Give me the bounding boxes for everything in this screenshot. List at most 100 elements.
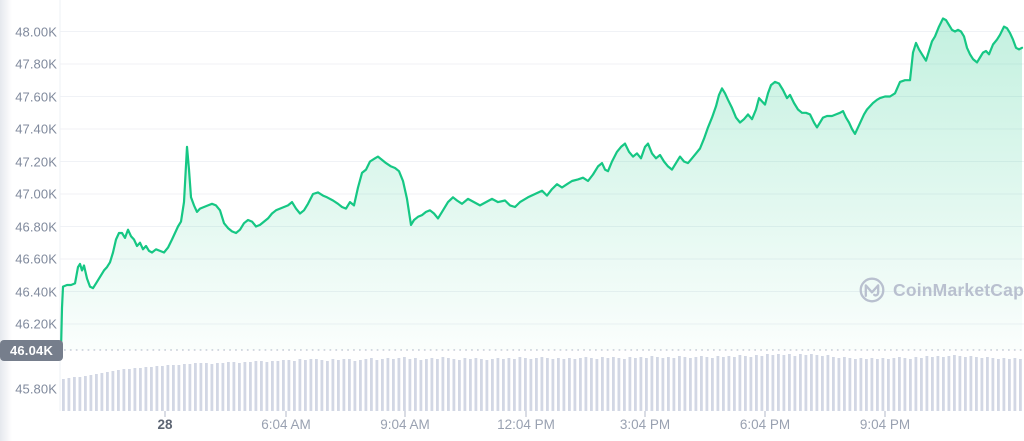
volume-bar: [700, 356, 703, 411]
volume-bar: [804, 355, 808, 411]
y-axis-label: 47.60K: [15, 89, 57, 104]
volume-bar: [645, 358, 648, 411]
volume-bar: [199, 363, 203, 411]
volume-bar: [997, 359, 1000, 411]
volume-bar: [441, 357, 445, 411]
volume-bar: [760, 356, 764, 411]
volume-bar: [364, 359, 368, 411]
volume-bar: [617, 358, 621, 411]
volume-bar: [485, 360, 489, 411]
volume-bar: [298, 359, 302, 411]
volume-bar: [502, 359, 505, 411]
volume-bar: [276, 361, 280, 411]
volume-bar: [766, 354, 769, 411]
volume-bar: [419, 360, 423, 411]
volume-bar: [227, 362, 230, 411]
volume-bar: [507, 358, 511, 411]
volume-bar: [205, 363, 208, 411]
volume-bar: [964, 357, 967, 411]
volume-bar: [117, 370, 120, 411]
volume-bar: [639, 357, 643, 411]
volume-bar: [969, 356, 973, 411]
volume-bar: [980, 358, 984, 411]
volume-bar: [331, 359, 335, 411]
volume-bar: [392, 359, 395, 411]
volume-bar: [821, 356, 824, 411]
volume-bar: [524, 358, 527, 411]
y-axis-label: 46.40K: [15, 284, 57, 299]
volume-bar: [832, 357, 835, 411]
volume-bar: [436, 359, 439, 411]
volume-bar: [84, 376, 87, 411]
volume-bar: [628, 357, 632, 411]
volume-bar: [744, 356, 747, 411]
volume-bar: [89, 375, 93, 411]
volume-bar: [557, 358, 560, 411]
volume-bar: [463, 358, 467, 411]
volume-bar: [579, 358, 582, 411]
volume-bar: [238, 363, 241, 411]
volume-bar: [848, 358, 852, 411]
coinmarketcap-watermark: CoinMarketCap: [858, 276, 1024, 304]
volume-bar: [634, 358, 637, 411]
volume-bar: [606, 358, 610, 411]
volume-bar: [474, 358, 478, 411]
volume-bar: [166, 365, 170, 411]
volume-bar: [375, 360, 379, 411]
volume-bar: [953, 355, 956, 411]
volume-bar: [799, 354, 802, 411]
y-axis-label: 46.20K: [15, 316, 57, 332]
volume-bar: [194, 363, 197, 411]
volume-bar: [1002, 358, 1006, 411]
volume-bar: [348, 359, 351, 411]
volume-bar: [551, 359, 555, 411]
volume-bar: [67, 378, 71, 411]
volume-bar: [150, 367, 153, 411]
x-axis-label: 9:04 PM: [859, 417, 911, 432]
volume-bar: [216, 363, 219, 411]
volume-bar: [793, 356, 797, 411]
volume-bar: [694, 357, 698, 411]
volume-bar: [254, 361, 258, 411]
volume-bar: [975, 357, 978, 411]
volume-bar: [843, 357, 846, 411]
volume-bar: [403, 357, 406, 411]
volume-bar: [469, 359, 472, 411]
open-price-badge: 46.04K: [0, 339, 63, 361]
volume-bar: [870, 358, 874, 411]
volume-bar: [370, 358, 373, 411]
volume-bar: [705, 357, 709, 411]
volume-bar: [386, 358, 390, 411]
volume-bar: [139, 368, 142, 411]
volume-bar: [111, 371, 115, 411]
volume-bar: [122, 369, 126, 411]
y-axis-label: 47.80K: [15, 56, 57, 72]
x-axis-label: 6:04 PM: [739, 417, 791, 432]
volume-bar: [892, 358, 896, 411]
x-axis-label-day: 28: [157, 417, 173, 432]
volume-bar: [573, 359, 577, 411]
volume-bar: [678, 356, 681, 411]
volume-bar: [337, 360, 340, 411]
volume-bar: [1019, 359, 1022, 411]
volume-bar: [865, 359, 868, 411]
volume-bar: [221, 363, 225, 411]
volume-bar: [177, 365, 181, 411]
volume-bar: [815, 355, 819, 411]
volume-bar: [265, 362, 269, 411]
price-line: [59, 17, 1024, 352]
volume-bar: [810, 354, 813, 411]
volume-bar: [100, 373, 104, 411]
volume-bar: [320, 360, 324, 411]
volume-bar: [309, 359, 313, 411]
volume-bar: [425, 359, 428, 411]
y-axis-label: 47.00K: [15, 186, 57, 202]
volume-bar: [755, 355, 758, 411]
volume-bar: [326, 361, 329, 411]
volume-bar: [496, 358, 500, 411]
volume-bar: [716, 356, 720, 411]
volume-bar: [859, 358, 863, 411]
volume-bar: [958, 356, 962, 411]
x-axis-label: 6:04 AM: [261, 417, 311, 432]
